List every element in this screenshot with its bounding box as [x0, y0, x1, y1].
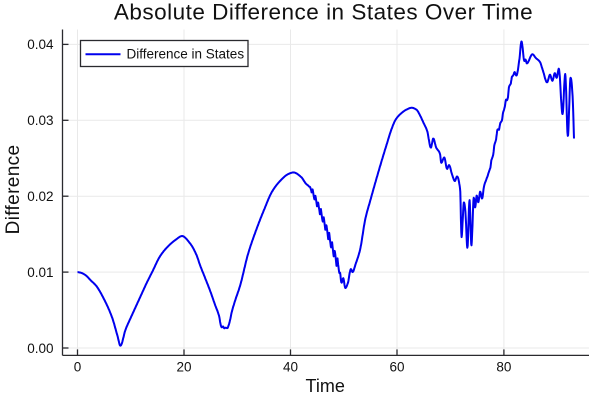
svg-text:40: 40 — [283, 360, 298, 375]
svg-text:Time: Time — [306, 376, 345, 396]
svg-text:Difference in States: Difference in States — [127, 47, 245, 62]
svg-text:0.01: 0.01 — [27, 265, 53, 280]
svg-text:20: 20 — [176, 360, 191, 375]
svg-text:0.04: 0.04 — [27, 37, 54, 52]
svg-text:0.03: 0.03 — [27, 113, 53, 128]
svg-text:Absolute Difference in States: Absolute Difference in States Over Time — [114, 0, 533, 25]
svg-text:60: 60 — [389, 360, 404, 375]
svg-text:0: 0 — [74, 360, 82, 375]
svg-text:80: 80 — [496, 360, 511, 375]
svg-text:0.00: 0.00 — [27, 341, 53, 356]
svg-text:Difference: Difference — [3, 145, 24, 235]
svg-text:0.02: 0.02 — [27, 189, 53, 204]
